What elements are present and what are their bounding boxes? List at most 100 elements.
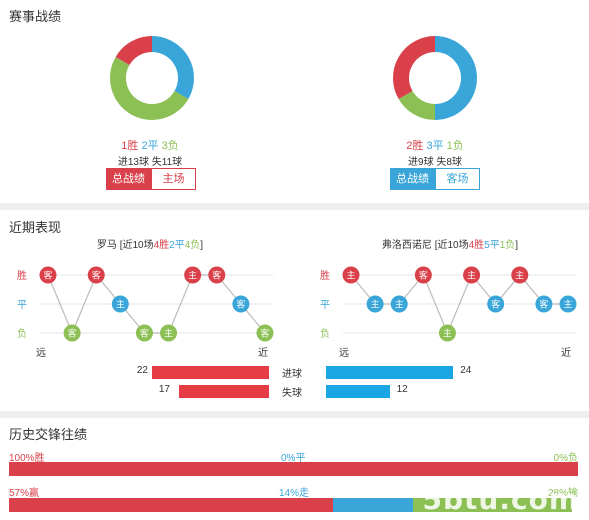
left-axis-far-label: 远 — [36, 347, 46, 359]
right-form-point[interactable] — [463, 266, 481, 284]
history-row2-bar — [9, 498, 578, 512]
left-form-venue-label: 客 — [212, 270, 221, 282]
history-section: 历史交锋往绩 100%胜 0%平 0%负 57%赢 14%走 28%输 5btu… — [0, 418, 589, 520]
right-recent-draws: 5平 — [484, 240, 500, 251]
left-donut-draw-slice — [151, 36, 194, 99]
right-form-point[interactable] — [535, 295, 553, 313]
right-form-venue-label: 主 — [515, 270, 524, 282]
right-team-name: 弗洛西诺尼 — [381, 240, 432, 251]
right-axis-loss-label: 负 — [320, 327, 330, 340]
left-scored-bar — [152, 366, 269, 379]
left-conceded-value: 17 — [158, 384, 170, 395]
history-row2-loss: 28%输 — [547, 488, 578, 499]
left-form-venue-label: 客 — [68, 328, 77, 340]
left-form-venue-label: 客 — [260, 328, 269, 340]
left-form-point[interactable] — [232, 295, 250, 313]
right-conceded-value: 12 — [396, 384, 408, 395]
right-form-point[interactable] — [390, 295, 408, 313]
left-scored-value: 22 — [136, 365, 148, 376]
right-record-counts: 2胜 3平 1负 — [385, 137, 485, 153]
right-form-venue-label: 主 — [395, 299, 404, 311]
left-form-point[interactable] — [208, 266, 226, 284]
record-title: 赛事战绩 — [9, 9, 62, 24]
left-form-venue-label: 主 — [188, 270, 197, 282]
right-form-venue-label: 主 — [371, 299, 380, 311]
left-conceded-bar — [178, 385, 269, 398]
left-form-point[interactable] — [256, 324, 274, 342]
right-form-point[interactable] — [559, 295, 577, 313]
right-goals-line: 进9球 失8球 — [408, 157, 462, 168]
right-recent-losses: 1负 — [499, 240, 516, 251]
right-total-record-button[interactable]: 总战绩 — [390, 168, 435, 190]
right-record-donut — [393, 36, 477, 120]
left-win-count: 1胜 — [121, 140, 139, 152]
record-section: 赛事战绩 1胜 2平 3负 进13球 失11球 总战绩 主场 2胜 3平 1负 … — [0, 0, 589, 203]
left-donut-loss-slice — [110, 57, 189, 120]
right-form-point[interactable] — [414, 266, 432, 284]
right-recent-wins: 4胜 — [468, 240, 485, 251]
history-title: 历史交锋往绩 — [9, 427, 88, 442]
left-axis-near-label: 近 — [258, 346, 268, 359]
left-recent-losses: 4负 — [184, 240, 201, 251]
left-form-venue-label: 客 — [43, 270, 52, 282]
right-recent-prefix: [近10场 — [434, 240, 469, 251]
left-total-record-button[interactable]: 总战绩 — [106, 168, 151, 190]
history-row1-win: 100%胜 — [9, 453, 45, 464]
left-draw-count: 2平 — [141, 140, 159, 152]
right-form-point[interactable] — [342, 266, 360, 284]
right-axis-win-label: 胜 — [320, 270, 330, 282]
right-axis-draw-label: 平 — [320, 300, 330, 311]
history-row1-bar — [9, 462, 578, 476]
right-recent-suffix: ] — [515, 240, 519, 251]
recent-section: 近期表现 罗马 [近10场4胜2平4负] 弗洛西诺尼 [近10场4胜5平1负] … — [0, 210, 589, 411]
right-form-point[interactable] — [511, 266, 529, 284]
right-form-line — [350, 273, 568, 335]
left-loss-count: 3负 — [161, 140, 179, 152]
left-recent-prefix: [近10场 — [119, 240, 154, 251]
right-form-venue-label: 客 — [419, 270, 428, 282]
right-form-point[interactable] — [366, 295, 384, 313]
left-form-venue-label: 客 — [140, 328, 149, 340]
left-donut-win-slice — [115, 36, 153, 66]
right-form-venue-label: 客 — [491, 299, 500, 311]
right-win-count: 2胜 — [406, 140, 424, 152]
right-scored-bar — [326, 366, 454, 379]
left-form-point[interactable] — [87, 266, 105, 284]
right-form-venue-label: 主 — [346, 270, 355, 282]
right-axis-far-label: 远 — [339, 347, 349, 359]
left-form-venue-label: 客 — [236, 299, 245, 311]
left-form-point[interactable] — [184, 266, 202, 284]
right-donut-win-slice — [393, 36, 436, 99]
right-away-record-button[interactable]: 客场 — [435, 168, 480, 190]
left-recent-draws: 2平 — [169, 240, 185, 251]
left-recent-header: 罗马 [近10场4胜2平4负] — [40, 236, 260, 251]
history-row2-loss-segment — [412, 498, 573, 512]
left-form-point[interactable] — [111, 295, 129, 313]
scored-label: 进球 — [282, 369, 302, 380]
left-axis-loss-label: 负 — [17, 327, 27, 340]
right-form-point[interactable] — [438, 324, 456, 342]
right-form-venue-label: 主 — [467, 270, 476, 282]
history-row2-win: 57%赢 — [9, 488, 40, 499]
right-form-venue-label: 客 — [539, 299, 548, 311]
left-record-counts: 1胜 2平 3负 — [100, 137, 200, 153]
right-draw-count: 3平 — [426, 140, 444, 152]
left-form-point[interactable] — [135, 324, 153, 342]
left-axis-draw-label: 平 — [17, 300, 27, 311]
left-form-point[interactable] — [39, 266, 57, 284]
history-row2-draw-segment — [333, 498, 413, 512]
left-team-name: 罗马 — [96, 240, 117, 251]
history-row2-win-segment — [9, 498, 334, 512]
left-form-point[interactable] — [160, 324, 178, 342]
left-home-record-button[interactable]: 主场 — [151, 168, 196, 190]
left-form-venue-label: 主 — [164, 328, 173, 340]
right-form-point[interactable] — [487, 295, 505, 313]
right-form-venue-label: 主 — [563, 299, 572, 311]
right-scored-value: 24 — [460, 365, 472, 376]
right-recent-header: 弗洛西诺尼 [近10场4胜5平1负] — [335, 236, 565, 251]
left-form-venue-label: 主 — [116, 299, 125, 311]
right-form-venue-label: 主 — [443, 328, 452, 340]
history-row1-win-segment — [9, 462, 578, 476]
left-form-point[interactable] — [63, 324, 81, 342]
left-goals-line: 进13球 失11球 — [117, 157, 183, 168]
